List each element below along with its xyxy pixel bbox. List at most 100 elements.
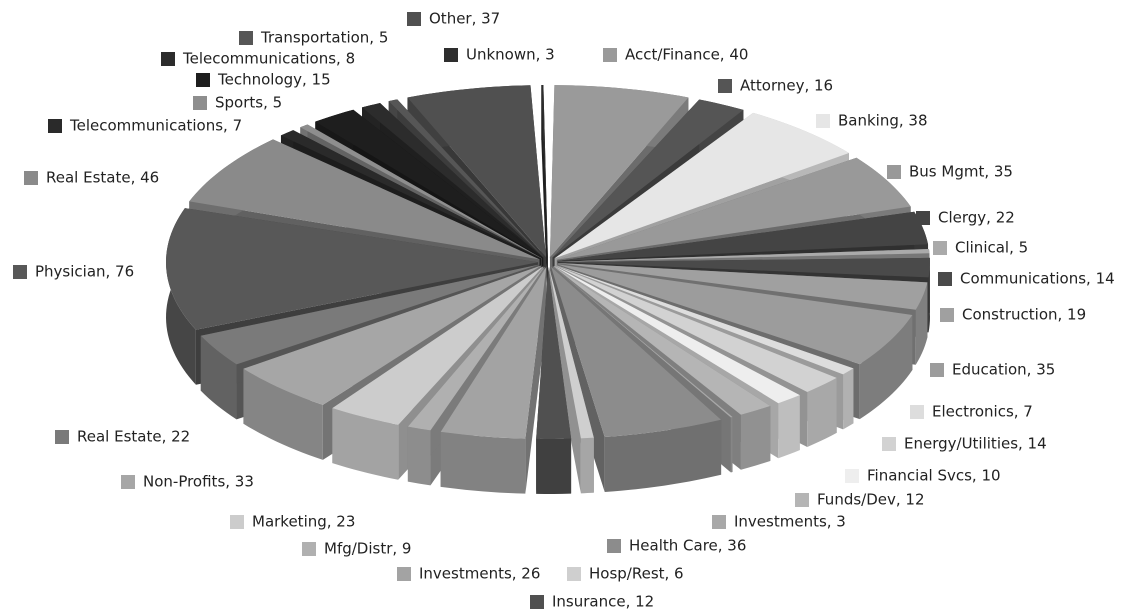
slice-side xyxy=(843,368,854,430)
data-label: Communications, 14 xyxy=(960,270,1115,288)
data-label: Clinical, 5 xyxy=(955,239,1028,257)
slice xyxy=(554,265,800,404)
slice xyxy=(557,211,929,262)
data-label: Physician, 76 xyxy=(35,263,134,281)
slice xyxy=(536,266,572,439)
slice xyxy=(551,266,722,437)
legend-swatch xyxy=(603,48,617,62)
slice xyxy=(407,266,545,431)
data-label: Non-Profits, 33 xyxy=(143,473,254,491)
slice xyxy=(200,264,540,365)
slice xyxy=(243,265,541,405)
legend-swatch xyxy=(444,48,458,62)
data-label: Hosp/Rest, 6 xyxy=(589,565,684,583)
slice-side xyxy=(407,426,431,486)
data-label: Funds/Dev, 12 xyxy=(817,491,925,509)
slice-side xyxy=(915,282,928,365)
slice-side xyxy=(807,377,837,447)
slice xyxy=(553,266,771,415)
legend-swatch xyxy=(607,539,621,553)
legend-swatch xyxy=(397,567,411,581)
legend-swatch xyxy=(816,114,830,128)
legend-swatch xyxy=(193,96,207,110)
data-label: Financial Svcs, 10 xyxy=(867,467,1001,485)
legend-swatch xyxy=(712,515,726,529)
slice-side xyxy=(740,405,771,470)
legend-swatch xyxy=(24,171,38,185)
slice xyxy=(556,157,911,260)
data-label: Investments, 3 xyxy=(734,513,846,531)
slice xyxy=(407,85,546,258)
data-label: Health Care, 36 xyxy=(629,537,746,555)
data-label: Construction, 19 xyxy=(962,306,1086,324)
legend-swatch xyxy=(407,12,421,26)
slice-side xyxy=(243,368,323,460)
legend-swatch xyxy=(718,79,732,93)
slice-side xyxy=(549,266,581,494)
legend-swatch xyxy=(13,265,27,279)
slice xyxy=(315,109,543,258)
slice xyxy=(549,266,594,439)
slice-side xyxy=(859,314,913,420)
slice xyxy=(189,139,540,260)
slice xyxy=(552,99,744,258)
data-label: Investments, 26 xyxy=(419,565,540,583)
slice-side xyxy=(730,416,733,473)
data-label: Electronics, 7 xyxy=(932,403,1033,421)
data-label: Clergy, 22 xyxy=(938,209,1015,227)
data-label: Attorney, 16 xyxy=(740,77,833,95)
data-label: Unknown, 3 xyxy=(466,46,555,64)
slice xyxy=(166,208,539,330)
legend-swatch xyxy=(161,52,175,66)
data-label: Telecommunications, 8 xyxy=(182,50,355,68)
legend-swatch xyxy=(530,595,544,609)
slice xyxy=(541,85,548,258)
slice xyxy=(280,130,542,259)
slice-side xyxy=(778,395,800,459)
slice-side xyxy=(200,335,237,420)
slice-side xyxy=(536,438,572,494)
data-label: Marketing, 23 xyxy=(252,513,355,531)
slice xyxy=(440,266,547,439)
legend-swatch xyxy=(795,493,809,507)
legend-swatch xyxy=(910,405,924,419)
slice-side xyxy=(440,431,526,494)
data-label: Other, 37 xyxy=(429,10,500,28)
slice xyxy=(362,103,544,258)
legend-swatch xyxy=(55,430,69,444)
data-label: Banking, 38 xyxy=(838,112,928,130)
data-label: Energy/Utilities, 14 xyxy=(904,435,1047,453)
slice xyxy=(557,248,930,262)
legend-swatch xyxy=(930,363,944,377)
slice xyxy=(557,257,930,278)
slice xyxy=(555,265,837,392)
data-label: Acct/Finance, 40 xyxy=(625,46,748,64)
legend-swatch xyxy=(845,469,859,483)
slice xyxy=(555,265,854,375)
slice-side xyxy=(332,408,399,480)
data-label: Real Estate, 46 xyxy=(46,169,159,187)
legend-swatch xyxy=(887,165,901,179)
slice-side xyxy=(541,85,548,313)
slice xyxy=(557,262,928,310)
slice xyxy=(332,266,544,425)
slice-side xyxy=(928,257,930,333)
legend-swatch xyxy=(302,542,316,556)
slice xyxy=(388,99,544,258)
slice-side xyxy=(604,419,722,492)
slice xyxy=(300,124,542,259)
slice xyxy=(549,85,689,258)
slice xyxy=(556,264,913,365)
data-label: Real Estate, 22 xyxy=(77,428,190,446)
legend-swatch xyxy=(567,567,581,581)
data-label: Transportation, 5 xyxy=(260,29,388,47)
data-label: Education, 35 xyxy=(952,361,1055,379)
legend-swatch xyxy=(916,211,930,225)
legend-swatch xyxy=(940,308,954,322)
legend-swatch xyxy=(882,437,896,451)
slice xyxy=(554,112,849,259)
data-label: Telecommunications, 7 xyxy=(69,117,242,135)
legend-swatch xyxy=(48,119,62,133)
data-label: Technology, 15 xyxy=(217,71,331,89)
